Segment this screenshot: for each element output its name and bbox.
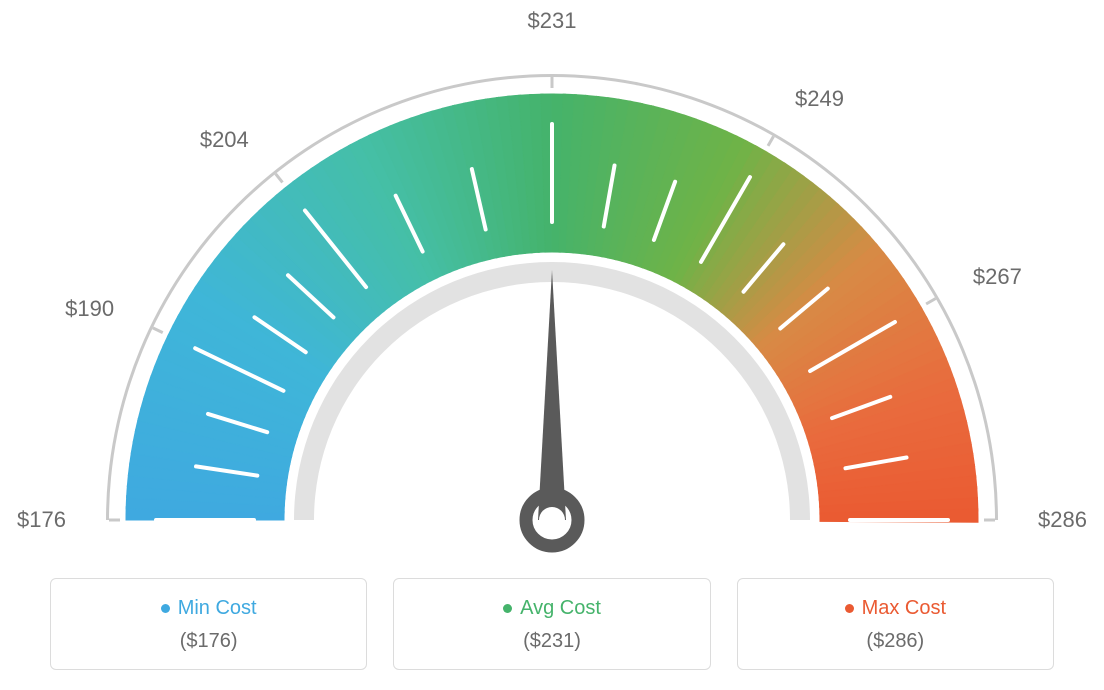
legend-dot-avg — [503, 604, 512, 613]
gauge-tick-label: $267 — [973, 264, 1022, 290]
gauge-svg — [32, 20, 1072, 580]
gauge-tick-label: $176 — [17, 507, 66, 533]
gauge-tick-label: $231 — [528, 8, 577, 34]
legend-title-avg: Avg Cost — [503, 597, 601, 620]
gauge-tick-label: $249 — [795, 86, 844, 112]
gauge-tick-label: $286 — [1038, 507, 1087, 533]
legend-label-min: Min Cost — [178, 597, 257, 620]
legend-label-avg: Avg Cost — [520, 597, 601, 620]
legend-row: Min Cost ($176) Avg Cost ($231) Max Cost… — [50, 578, 1054, 670]
legend-title-min: Min Cost — [161, 597, 257, 620]
legend-label-max: Max Cost — [862, 597, 946, 620]
legend-dot-min — [161, 604, 170, 613]
legend-dot-max — [845, 604, 854, 613]
legend-value-avg: ($231) — [404, 630, 699, 653]
legend-title-max: Max Cost — [845, 597, 946, 620]
legend-card-avg: Avg Cost ($231) — [393, 578, 710, 670]
legend-card-max: Max Cost ($286) — [737, 578, 1054, 670]
legend-value-max: ($286) — [748, 630, 1043, 653]
cost-gauge: $176 $190 $204 $231 $249 $267 $286 — [0, 0, 1104, 560]
legend-value-min: ($176) — [61, 630, 356, 653]
gauge-tick-label: $204 — [200, 127, 249, 153]
gauge-tick-label: $190 — [65, 296, 114, 322]
legend-card-min: Min Cost ($176) — [50, 578, 367, 670]
